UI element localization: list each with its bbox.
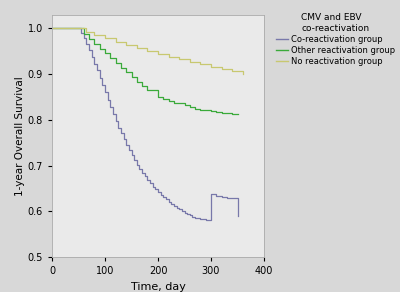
Y-axis label: 1-year Overall Survival: 1-year Overall Survival [15,76,25,196]
X-axis label: Time, day: Time, day [130,281,186,291]
Legend: Co-reactivation group, Other reactivation group, No reactivation group: Co-reactivation group, Other reactivatio… [272,10,399,69]
